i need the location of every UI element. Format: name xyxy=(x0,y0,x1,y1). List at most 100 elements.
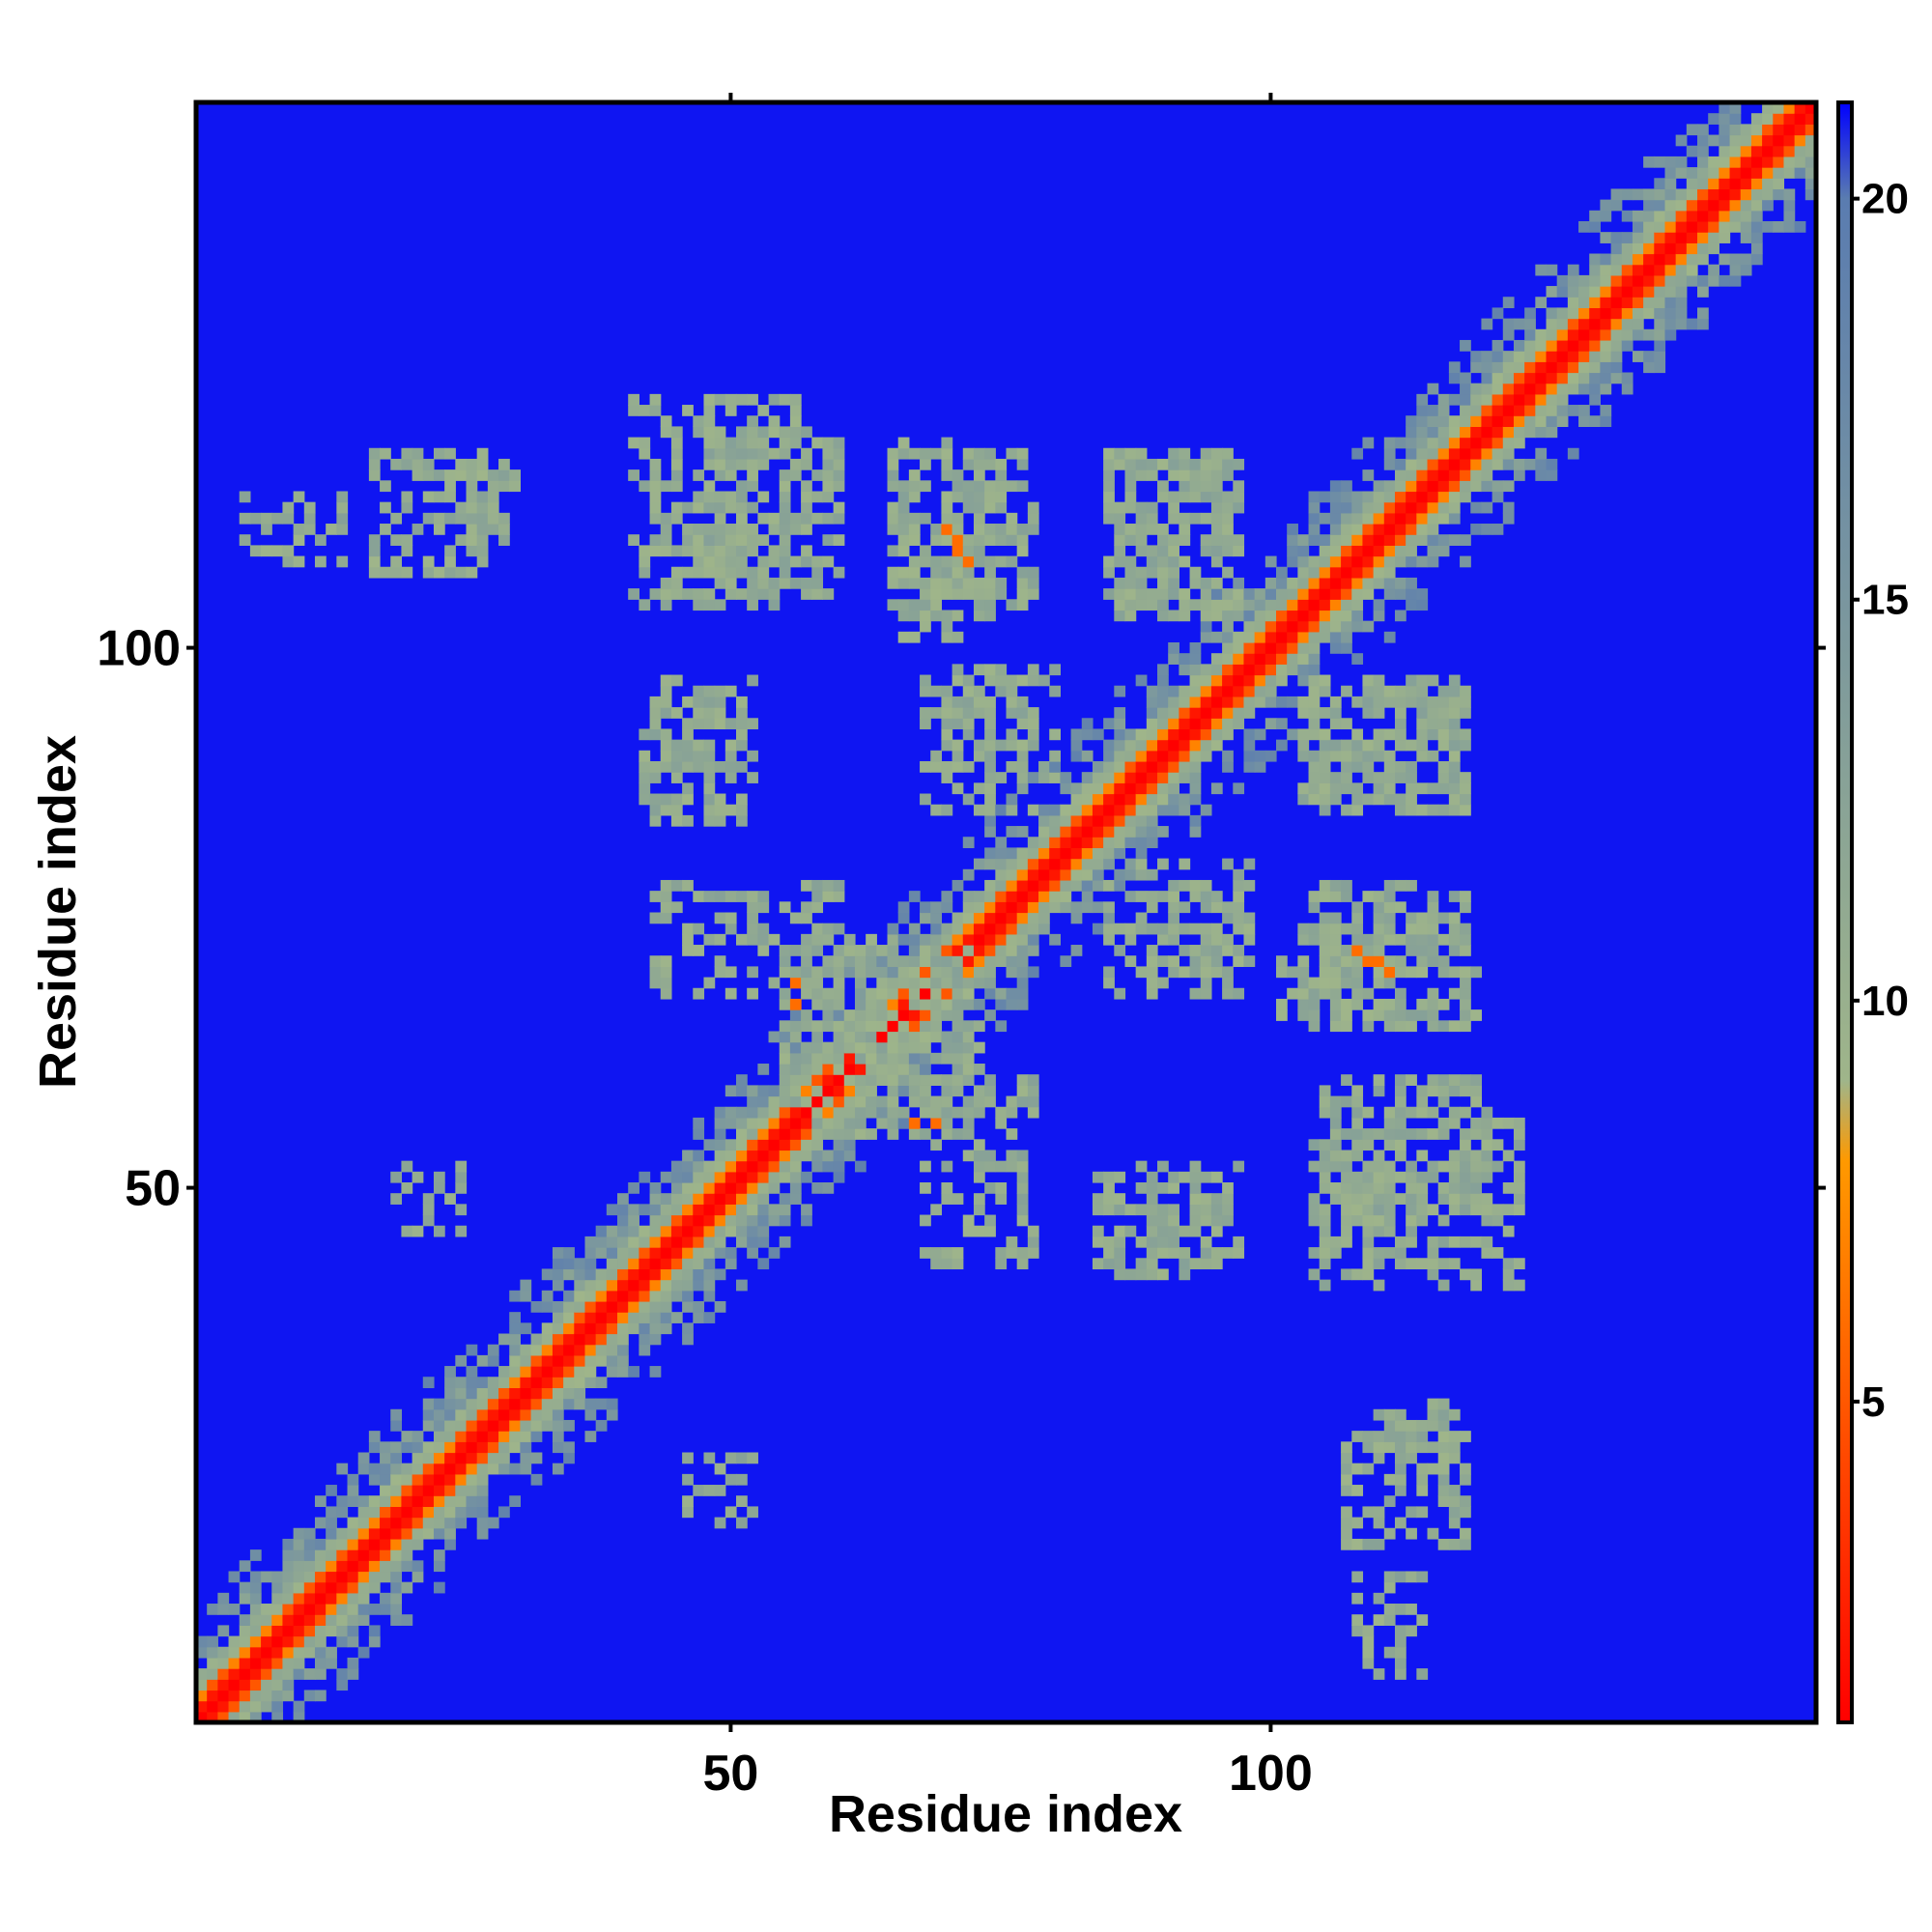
heatmap-cell xyxy=(941,1182,953,1194)
heatmap-cell xyxy=(1556,351,1569,362)
heatmap-cell xyxy=(693,426,705,439)
heatmap-cell xyxy=(368,545,381,557)
heatmap-cell xyxy=(1750,134,1763,147)
heatmap-cell xyxy=(282,1571,295,1583)
heatmap-cell xyxy=(1341,610,1352,622)
heatmap-cell xyxy=(801,501,812,514)
heatmap-cell xyxy=(1362,933,1375,946)
heatmap-cell xyxy=(1362,987,1375,1000)
heatmap-cell xyxy=(1027,1106,1039,1119)
heatmap-cell xyxy=(822,1020,835,1033)
heatmap-cell xyxy=(639,1247,651,1259)
heatmap-cell xyxy=(1297,933,1310,946)
heatmap-cell xyxy=(1341,545,1352,557)
heatmap-cell xyxy=(1362,793,1375,806)
heatmap-cell xyxy=(703,1485,716,1496)
heatmap-cell xyxy=(1416,1171,1429,1183)
heatmap-cell xyxy=(1664,178,1677,190)
heatmap-cell xyxy=(1524,307,1536,320)
heatmap-cell xyxy=(1373,1074,1385,1086)
heatmap-cell xyxy=(1502,501,1515,514)
heatmap-cell xyxy=(866,1074,877,1086)
heatmap-cell xyxy=(736,1139,748,1151)
heatmap-cell xyxy=(1481,1204,1493,1216)
heatmap-cell xyxy=(1264,718,1277,730)
heatmap-cell xyxy=(1675,188,1688,201)
heatmap-cell xyxy=(1200,577,1212,589)
heatmap-cell xyxy=(1394,760,1406,773)
heatmap-cell xyxy=(1157,610,1169,622)
heatmap-cell xyxy=(1697,188,1709,201)
heatmap-cell xyxy=(639,750,651,762)
heatmap-cell xyxy=(1060,826,1072,838)
heatmap-cell xyxy=(1492,372,1504,384)
heatmap-cell xyxy=(1513,415,1525,427)
heatmap-cell xyxy=(984,524,996,535)
heatmap-cell xyxy=(1416,685,1429,697)
heatmap-cell xyxy=(1179,1258,1191,1270)
heatmap-cell xyxy=(617,1236,629,1248)
heatmap-cell xyxy=(1081,804,1094,816)
heatmap-cell xyxy=(1233,480,1245,493)
heatmap-cell xyxy=(984,555,996,568)
heatmap-cell xyxy=(433,1452,445,1464)
heatmap-cell xyxy=(649,588,662,600)
heatmap-cell xyxy=(1675,156,1688,168)
heatmap-cell xyxy=(1146,804,1158,816)
heatmap-cell xyxy=(1416,512,1429,525)
heatmap-cell xyxy=(1492,1139,1504,1151)
heatmap-cell xyxy=(682,1171,694,1183)
heatmap-cell xyxy=(1589,274,1601,287)
heatmap-cell xyxy=(1729,102,1742,114)
heatmap-cell xyxy=(747,987,758,1000)
heatmap-cell xyxy=(789,405,802,416)
heatmap-cell xyxy=(908,955,921,967)
heatmap-cell xyxy=(930,804,943,816)
heatmap-cell xyxy=(1729,167,1742,179)
heatmap-cell xyxy=(811,555,824,568)
heatmap-cell xyxy=(1049,826,1061,838)
heatmap-cell xyxy=(1448,966,1461,979)
heatmap-cell xyxy=(1632,253,1644,266)
heatmap-cell xyxy=(920,945,931,956)
heatmap-cell xyxy=(1697,124,1709,136)
heatmap-cell xyxy=(466,491,478,503)
heatmap-cell xyxy=(466,1463,478,1475)
heatmap-cell xyxy=(261,545,272,557)
heatmap-cell xyxy=(670,1193,683,1205)
heatmap-cell xyxy=(1383,1247,1396,1259)
heatmap-cell xyxy=(1135,750,1148,762)
heatmap-cell xyxy=(1027,512,1039,525)
heatmap-cell xyxy=(1427,458,1439,470)
heatmap-cell xyxy=(1460,405,1471,416)
heatmap-cell xyxy=(995,868,1008,881)
heatmap-cell xyxy=(1308,555,1321,568)
heatmap-cell xyxy=(1157,782,1169,795)
heatmap-cell xyxy=(1567,297,1579,309)
heatmap-cell xyxy=(941,577,953,589)
heatmap-cell xyxy=(476,1495,489,1507)
heatmap-cell xyxy=(282,1690,295,1702)
heatmap-cell xyxy=(941,1160,953,1173)
heatmap-cell xyxy=(908,1052,921,1065)
heatmap-cell xyxy=(736,739,748,752)
heatmap-cell xyxy=(779,480,791,493)
heatmap-cell xyxy=(1448,1408,1461,1421)
heatmap-cell xyxy=(530,1419,543,1432)
x-tick-label: 100 xyxy=(1229,1746,1313,1802)
heatmap-cell xyxy=(1319,912,1331,924)
heatmap-cell xyxy=(1006,674,1018,687)
heatmap-cell xyxy=(703,1182,716,1194)
heatmap-cell xyxy=(1481,1139,1493,1151)
heatmap-cell xyxy=(908,1117,921,1129)
heatmap-cell xyxy=(606,1344,618,1356)
heatmap-cell xyxy=(584,1366,597,1378)
heatmap-cell xyxy=(1319,728,1331,741)
heatmap-cell xyxy=(1460,437,1471,449)
heatmap-cell xyxy=(1427,1268,1439,1281)
heatmap-cell xyxy=(639,1312,651,1323)
heatmap-cell xyxy=(724,1150,737,1162)
heatmap-cell xyxy=(412,1538,424,1550)
heatmap-cell xyxy=(1319,620,1331,633)
heatmap-cell xyxy=(1416,1150,1429,1162)
